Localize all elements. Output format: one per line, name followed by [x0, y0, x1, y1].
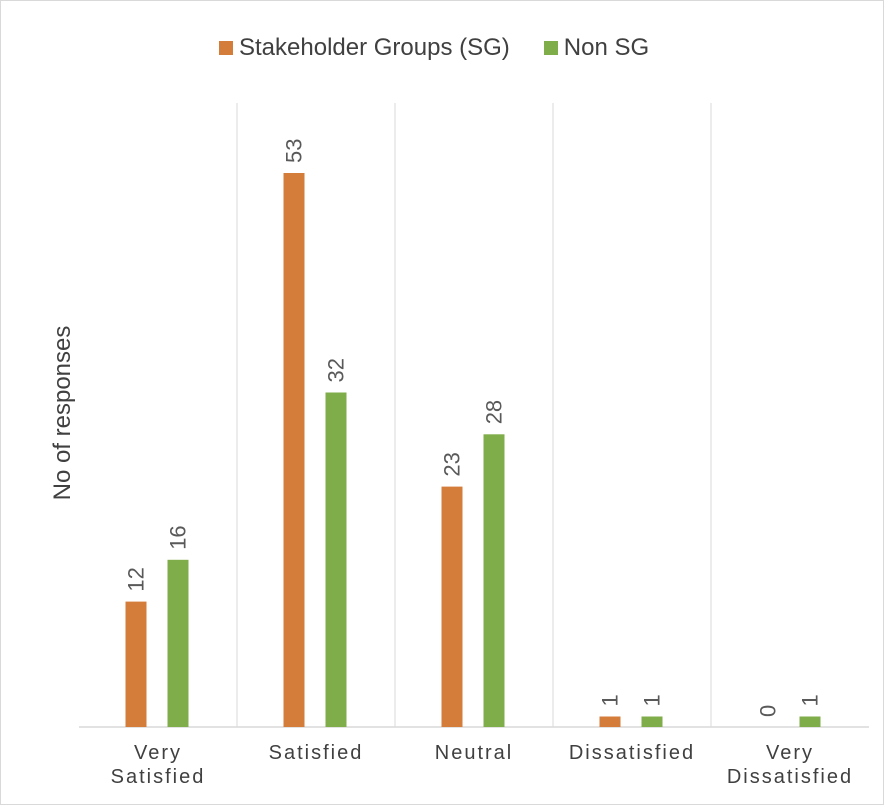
data-label: 28: [482, 400, 507, 424]
category-label: Dissatisfied: [568, 742, 696, 764]
legend-item-non-sg: Non SG: [543, 34, 650, 62]
data-label: 23: [440, 452, 465, 476]
category-label: Neutral: [434, 742, 514, 764]
category-label: Very Dissatisfied: [726, 742, 854, 788]
data-label: 32: [324, 358, 349, 382]
data-label: 1: [640, 694, 665, 706]
legend-swatch-non-sg: [543, 41, 558, 55]
data-label: 53: [282, 139, 307, 163]
bar-sg: [125, 601, 147, 727]
data-label: 12: [124, 567, 149, 591]
legend: Stakeholder Groups (SG) Non SG: [219, 31, 683, 65]
legend-label-non-sg: Non SG: [563, 34, 650, 61]
data-label: 0: [756, 705, 781, 717]
bar-non-sg: [325, 392, 347, 727]
bar-non-sg: [799, 716, 821, 727]
category-label: Very Satisfied: [110, 742, 206, 788]
bar-sg: [599, 716, 621, 727]
bar-non-sg: [483, 434, 505, 727]
bar-non-sg: [167, 559, 189, 727]
data-label: 1: [798, 694, 823, 706]
legend-swatch-sg: [219, 41, 233, 55]
data-label: 16: [166, 525, 191, 549]
data-label: 1: [598, 694, 623, 706]
category-label: Satisfied: [268, 742, 364, 764]
bar-sg: [441, 486, 463, 727]
legend-item-sg: Stakeholder Groups (SG): [219, 34, 510, 62]
legend-label-sg: Stakeholder Groups (SG): [239, 34, 510, 61]
bar-non-sg: [641, 716, 663, 727]
bar-sg: [283, 173, 305, 727]
